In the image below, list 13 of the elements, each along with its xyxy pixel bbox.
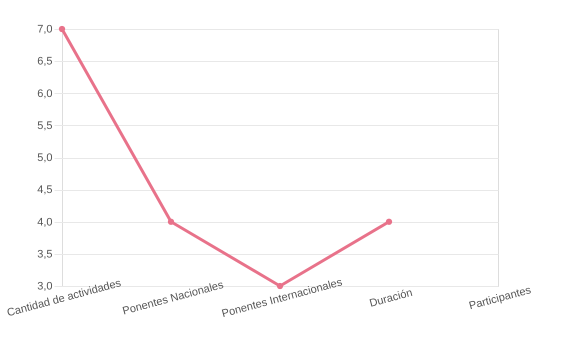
y-tick-label: 3,5 xyxy=(37,248,52,260)
y-tick-label: 5,0 xyxy=(37,152,52,164)
y-tick-label: 4,0 xyxy=(37,216,52,228)
point xyxy=(168,218,174,225)
y-tick-label: 6,0 xyxy=(37,88,52,100)
point xyxy=(386,218,392,225)
y-tick-label: 7,0 xyxy=(37,24,52,36)
y-tick-label: 5,5 xyxy=(37,120,52,132)
x-tick-label: Duración xyxy=(368,286,414,310)
y-tick-label: 3,0 xyxy=(37,280,52,292)
y-tick-label: 6,5 xyxy=(37,56,52,68)
y-tick-label: 4,5 xyxy=(37,184,52,196)
point xyxy=(58,26,66,32)
